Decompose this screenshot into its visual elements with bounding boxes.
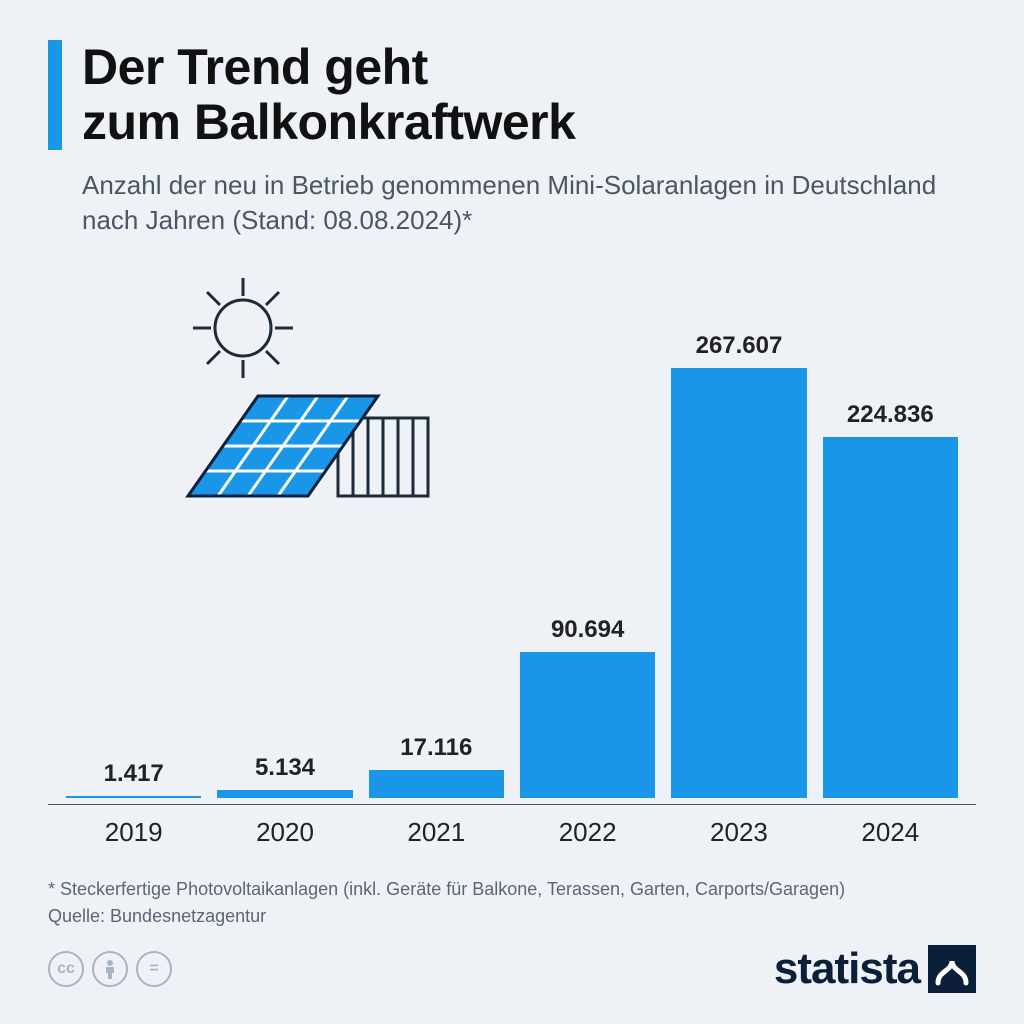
source-label: Quelle: Bundesnetzagentur	[48, 906, 266, 926]
x-axis-label: 2020	[217, 817, 352, 848]
bar-group: 90.694	[520, 616, 655, 798]
cc-icon: cc	[48, 951, 84, 987]
brand-logo: statista	[774, 944, 976, 994]
page-title: Der Trend geht zum Balkonkraftwerk	[82, 40, 575, 150]
bar-value-label: 1.417	[104, 760, 164, 788]
title-line-1: Der Trend geht	[82, 39, 428, 95]
headline-block: Der Trend geht zum Balkonkraftwerk	[48, 40, 976, 150]
license-icons: cc =	[48, 951, 172, 987]
x-axis-label: 2023	[671, 817, 806, 848]
title-line-2: zum Balkonkraftwerk	[82, 94, 575, 150]
brand-text: statista	[774, 944, 920, 994]
bar	[520, 652, 655, 798]
bar-value-label: 5.134	[255, 754, 315, 782]
bar-group: 224.836	[823, 401, 958, 798]
x-axis-label: 2021	[369, 817, 504, 848]
accent-bar	[48, 40, 62, 150]
bar-group: 5.134	[217, 754, 352, 798]
bar	[217, 790, 352, 798]
bar-value-label: 17.116	[400, 734, 472, 762]
bar-value-label: 90.694	[551, 616, 624, 644]
bar-group: 267.607	[671, 332, 806, 798]
bar	[823, 437, 958, 798]
x-axis-label: 2019	[66, 817, 201, 848]
x-axis-label: 2024	[823, 817, 958, 848]
bar	[369, 770, 504, 798]
bar	[671, 368, 806, 798]
bar-chart: 1.417 5.134 17.116 90.694 267.607 224.836 201…	[48, 268, 976, 848]
bars-container: 1.417 5.134 17.116 90.694 267.607 224.836	[48, 318, 976, 798]
x-axis-label: 2022	[520, 817, 655, 848]
subtitle-text: Anzahl der neu in Betrieb genommenen Min…	[82, 168, 976, 238]
bar-group: 17.116	[369, 734, 504, 798]
bar-value-label: 224.836	[847, 401, 934, 429]
footer-row: cc = statista	[48, 944, 976, 994]
footnote-text: * Steckerfertige Photovoltaikanlagen (in…	[48, 876, 976, 930]
bar	[66, 796, 201, 798]
bar-value-label: 267.607	[696, 332, 783, 360]
brand-mark-icon	[928, 945, 976, 993]
footnote-line: * Steckerfertige Photovoltaikanlagen (in…	[48, 879, 845, 899]
bar-group: 1.417	[66, 760, 201, 798]
x-axis-labels: 2019 2020 2021 2022 2023 2024	[48, 804, 976, 848]
nd-icon: =	[136, 951, 172, 987]
by-icon	[92, 951, 128, 987]
